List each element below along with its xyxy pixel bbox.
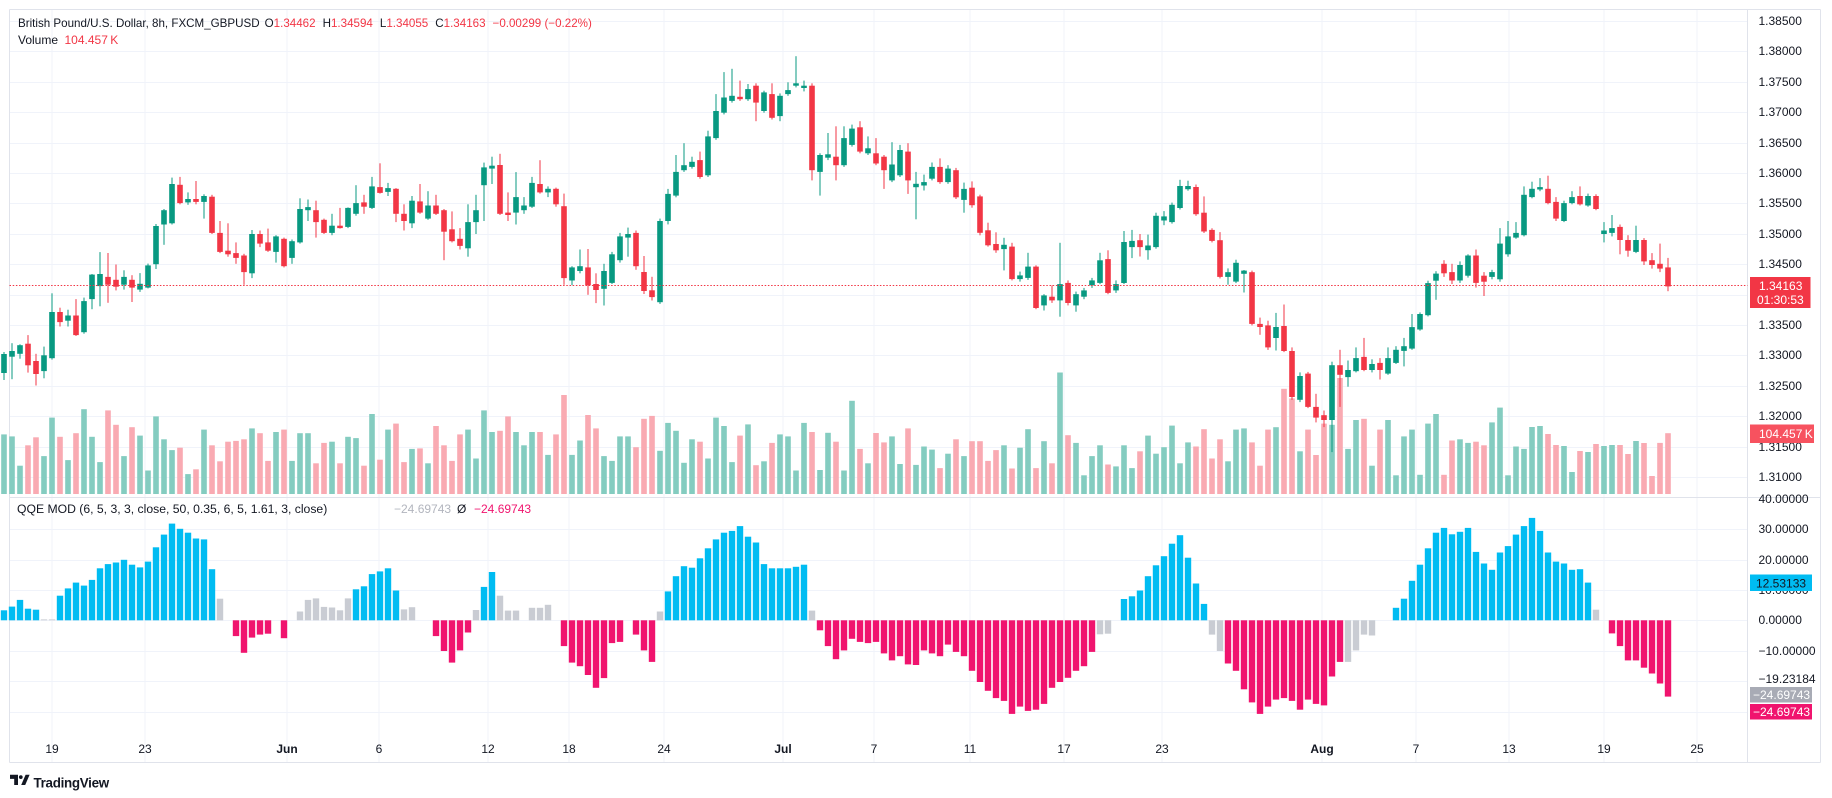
svg-text:1.37500: 1.37500 (1759, 75, 1803, 89)
svg-text:Aug: Aug (1310, 742, 1333, 756)
svg-text:1.34163: 1.34163 (1759, 279, 1803, 293)
svg-text:1.38500: 1.38500 (1759, 14, 1803, 28)
svg-text:23: 23 (1155, 742, 1169, 756)
svg-text:TradingView: TradingView (34, 776, 110, 791)
svg-text:40.00000: 40.00000 (1759, 492, 1809, 506)
svg-text:13: 13 (1502, 742, 1516, 756)
svg-text:1.32000: 1.32000 (1759, 409, 1803, 423)
svg-text:−10.00000: −10.00000 (1759, 644, 1816, 658)
svg-text:Jun: Jun (276, 742, 297, 756)
svg-text:1.36000: 1.36000 (1759, 166, 1803, 180)
svg-text:QQE MOD (6, 5, 3, 3, close, 50: QQE MOD (6, 5, 3, 3, close, 50, 0.35, 6,… (17, 502, 327, 516)
svg-text:12.53133: 12.53133 (1756, 577, 1806, 591)
svg-text:01:30:53: 01:30:53 (1757, 293, 1804, 307)
svg-text:12: 12 (481, 742, 495, 756)
svg-text:104.457 K: 104.457 K (65, 33, 119, 47)
svg-text:British Pound/U.S. Dollar, 8h,: British Pound/U.S. Dollar, 8h, FXCM_GBPU… (18, 17, 592, 30)
svg-text:104.457 K: 104.457 K (1759, 427, 1813, 441)
svg-text:−19.23184: −19.23184 (1759, 672, 1816, 686)
svg-text:Jul: Jul (774, 742, 791, 756)
svg-text:1.35000: 1.35000 (1759, 227, 1803, 241)
svg-text:7: 7 (1413, 742, 1420, 756)
svg-text:1.38000: 1.38000 (1759, 44, 1803, 58)
svg-text:1.31500: 1.31500 (1759, 440, 1803, 454)
svg-text:23: 23 (138, 742, 152, 756)
svg-text:−24.69743: −24.69743 (474, 502, 531, 516)
svg-text:1.34500: 1.34500 (1759, 257, 1803, 271)
svg-text:0.00000: 0.00000 (1759, 613, 1803, 627)
svg-text:Volume: Volume (18, 33, 58, 47)
svg-text:1.35500: 1.35500 (1759, 196, 1803, 210)
svg-text:1.33000: 1.33000 (1759, 348, 1803, 362)
svg-text:19: 19 (45, 742, 59, 756)
svg-text:Ø: Ø (457, 502, 466, 516)
svg-text:19: 19 (1597, 742, 1611, 756)
svg-text:1.32500: 1.32500 (1759, 379, 1803, 393)
svg-text:17: 17 (1057, 742, 1071, 756)
svg-text:11: 11 (964, 742, 977, 756)
svg-text:1.33500: 1.33500 (1759, 318, 1803, 332)
svg-text:24: 24 (657, 742, 671, 756)
svg-text:7: 7 (871, 742, 878, 756)
svg-text:25: 25 (1690, 742, 1704, 756)
svg-text:−24.69743: −24.69743 (1753, 705, 1810, 719)
svg-text:−24.69743: −24.69743 (394, 502, 451, 516)
svg-text:18: 18 (562, 742, 576, 756)
svg-text:6: 6 (376, 742, 383, 756)
svg-text:−24.69743: −24.69743 (1753, 688, 1810, 702)
svg-text:30.00000: 30.00000 (1759, 522, 1809, 536)
svg-text:1.37000: 1.37000 (1759, 105, 1803, 119)
svg-text:20.00000: 20.00000 (1759, 553, 1809, 567)
svg-text:1.31000: 1.31000 (1759, 470, 1803, 484)
svg-text:1.36500: 1.36500 (1759, 136, 1803, 150)
